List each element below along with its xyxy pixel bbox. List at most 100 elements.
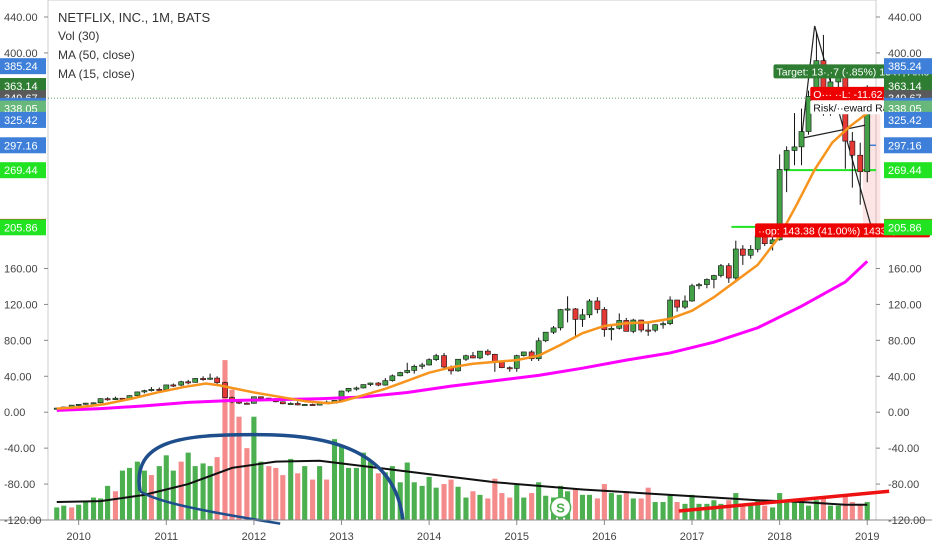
candle-body <box>244 402 250 405</box>
volume-ma-line <box>56 459 868 506</box>
x-tick-label: 2012 <box>242 531 266 543</box>
volume-bar <box>61 505 67 520</box>
y-tick-label-right: 40.00 <box>888 371 916 383</box>
candle-body <box>711 275 717 280</box>
stop-label: ··op: 143.38 (41.00%) 14338, Amo <box>758 225 919 237</box>
candle-body <box>301 404 308 406</box>
volume-bar <box>667 494 673 520</box>
candle-body <box>309 404 316 406</box>
candle-body <box>477 350 483 359</box>
volume-bar <box>740 503 746 520</box>
volume-bar <box>229 389 235 520</box>
volume-bar <box>463 497 469 520</box>
candle-body <box>586 300 593 316</box>
volume-bar <box>251 416 257 520</box>
price-tag-left: 297.16 <box>4 140 38 152</box>
volume-bar <box>791 502 798 520</box>
candle-body <box>513 355 520 369</box>
volume-bar <box>200 463 206 520</box>
candle-body <box>579 314 586 320</box>
y-tick-label-right: 400.00 <box>888 48 922 60</box>
candle-body <box>222 382 228 398</box>
volume-bar <box>266 466 272 520</box>
candle-body <box>849 140 856 156</box>
candle-body <box>207 377 213 380</box>
candle-body <box>732 248 739 279</box>
volume-bar <box>404 462 410 520</box>
candle-body <box>484 350 491 355</box>
price-tag-right-bg <box>884 162 932 179</box>
price-tag-left: 363.14 <box>4 81 38 93</box>
y-tick-label-right: 80.00 <box>888 335 916 347</box>
candle-body <box>148 389 155 391</box>
candle-body <box>470 355 476 359</box>
blue-arc-tail <box>139 490 281 525</box>
candle-body <box>704 279 710 285</box>
candle-body <box>645 329 652 332</box>
y-tick-label-left: -120.00 <box>4 515 41 527</box>
y-tick-label-left: 120.00 <box>4 299 38 311</box>
candle-body <box>638 319 645 331</box>
volume-bar <box>310 479 316 520</box>
volume-bar <box>579 494 586 520</box>
candle-body <box>134 391 141 396</box>
volume-bar <box>389 466 395 520</box>
candle-body <box>463 355 469 360</box>
wedge-line-side <box>800 25 816 139</box>
candle-body <box>404 370 411 373</box>
volume-bar <box>105 485 111 520</box>
volume-bar <box>126 467 133 520</box>
candle-body <box>667 299 673 324</box>
volume-bar <box>586 494 593 520</box>
volume-bar <box>805 505 812 520</box>
volume-bar <box>630 498 636 520</box>
volume-bar <box>76 504 82 520</box>
candle-body <box>170 384 177 387</box>
price-tag-left-bg <box>0 111 46 128</box>
ma15-line <box>56 107 873 410</box>
candle-body <box>652 324 659 331</box>
volume-bar <box>119 470 126 520</box>
candle-body <box>345 388 352 392</box>
volume-bar <box>185 452 191 520</box>
volume-bar <box>214 457 220 520</box>
candle-body <box>178 381 185 386</box>
price-tag-right-bg <box>884 137 932 154</box>
volume-bar <box>192 466 198 520</box>
volume-bar <box>777 493 783 520</box>
y-tick-label-left: 0.00 <box>4 407 25 419</box>
candle-body <box>550 327 557 333</box>
candle-body <box>520 351 527 356</box>
volume-bar <box>134 461 140 520</box>
candle-body <box>97 398 104 404</box>
volume-bar <box>521 497 527 520</box>
ma50-line <box>56 260 869 412</box>
x-tick-label: 2019 <box>855 531 879 543</box>
volume-bar <box>477 494 483 520</box>
volume-bar <box>470 491 476 520</box>
volume-bar <box>608 493 614 520</box>
volume-bar <box>594 498 600 520</box>
volume-bar <box>178 461 184 520</box>
volume-bar <box>645 487 651 520</box>
volume-bar <box>507 497 513 520</box>
candle-body <box>375 382 382 386</box>
volume-bar <box>696 503 702 520</box>
axis-layer: 440.00 440.00 400.00 400.00 160.00 160.00 120.… <box>0 12 932 543</box>
volume-bar <box>156 466 162 520</box>
candle-body <box>696 284 702 287</box>
volume-bar <box>726 500 732 520</box>
volume-bar <box>543 495 549 520</box>
volume-bar <box>770 507 776 520</box>
candle-body <box>426 359 432 366</box>
y-tick-label-left: -40.00 <box>4 443 35 455</box>
candle-body <box>75 404 82 406</box>
volume-bar <box>302 466 308 520</box>
legend-ma15: MA (15, close) <box>58 67 135 81</box>
candle-body <box>141 390 148 393</box>
volume-bar <box>652 502 658 520</box>
candle-body <box>382 380 389 386</box>
volume-bar <box>367 461 373 520</box>
candle-body <box>798 131 805 148</box>
